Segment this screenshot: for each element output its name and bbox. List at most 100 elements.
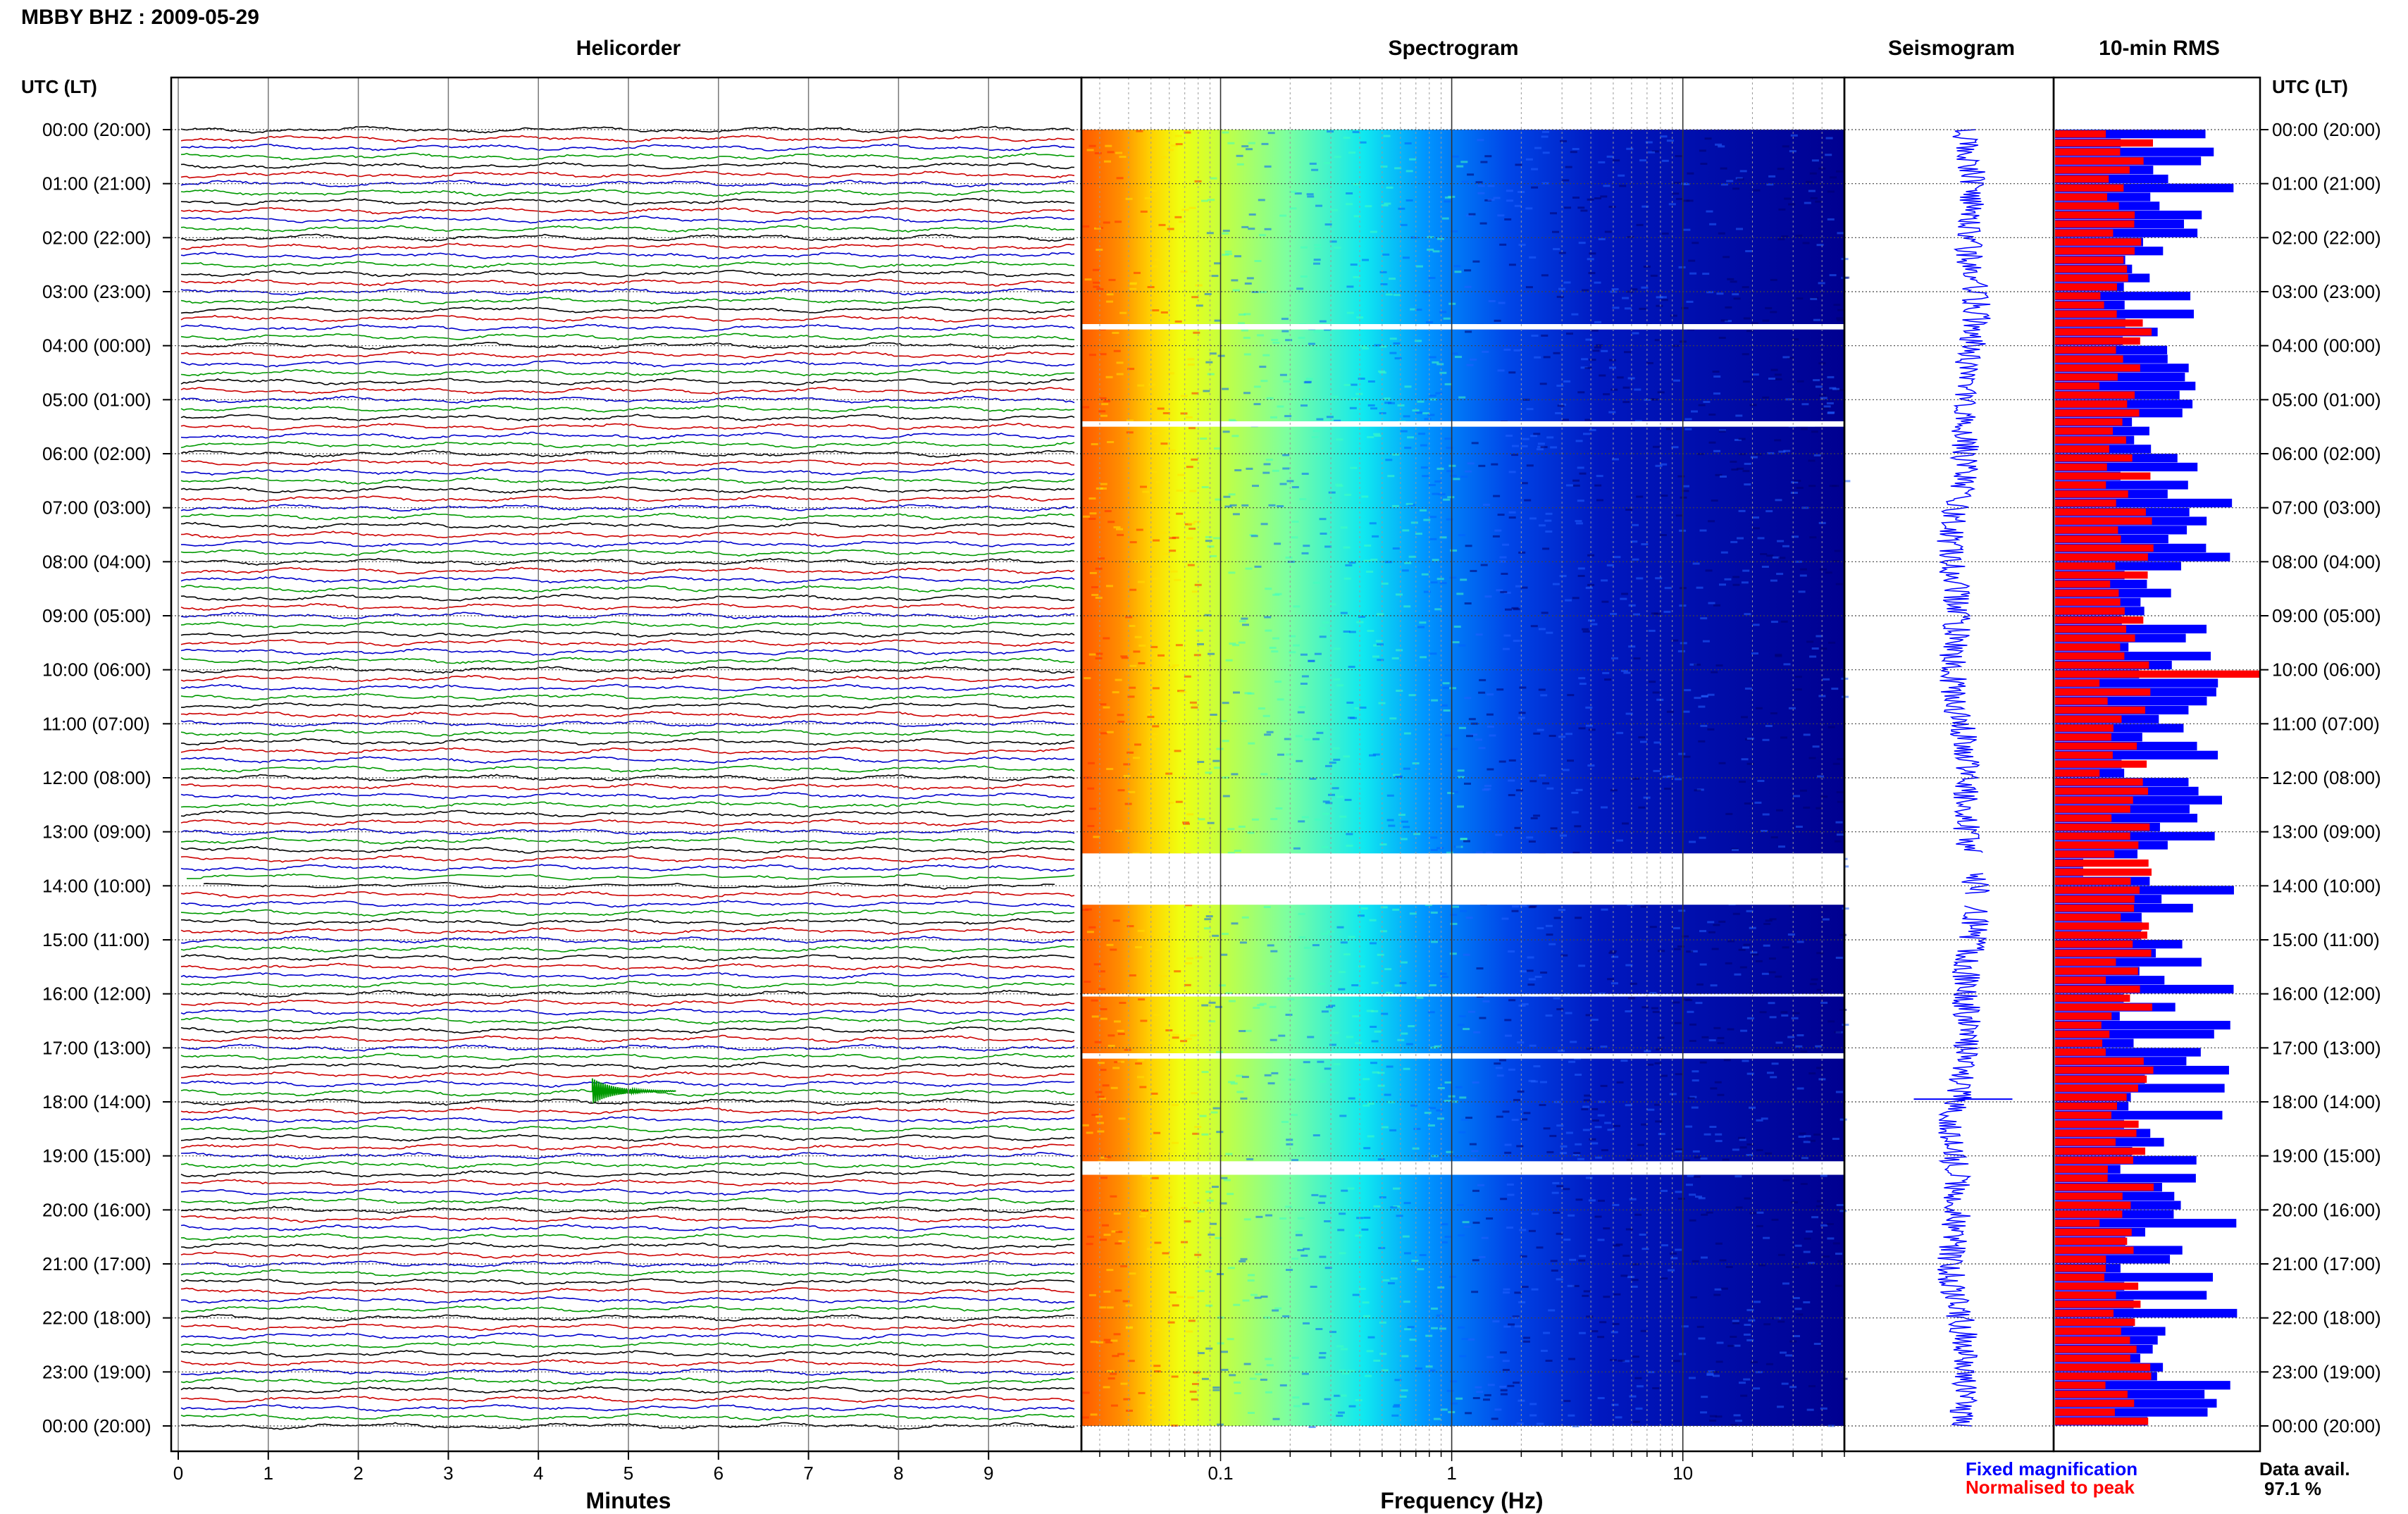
rms-bar-normalised (2055, 1327, 2121, 1335)
rms-bar-normalised (2055, 499, 2116, 507)
rms-bar-normalised (2055, 895, 2135, 903)
rms-bar-normalised (2055, 355, 2123, 363)
rms-bar-normalised (2055, 562, 2116, 570)
helicorder-trace (180, 1034, 1075, 1043)
time-label-left: 07:00 (03:00) (42, 497, 151, 519)
rms-bar-normalised (2055, 967, 2138, 975)
helicorder-trace (180, 135, 1075, 143)
time-label-right: 11:00 (07:00) (2272, 713, 2380, 734)
helicorder-trace (180, 152, 1075, 161)
helicorder-trace (180, 206, 1074, 215)
time-label-left: 11:00 (07:00) (42, 713, 150, 734)
helicorder-x-tick: 1 (263, 1463, 273, 1484)
time-label-left: 10:00 (06:00) (42, 659, 151, 681)
rms-bar-normalised (2055, 860, 2149, 867)
rms-bar-normalised (2055, 688, 2151, 696)
helicorder-trace (180, 1017, 1075, 1025)
time-label-left: 12:00 (08:00) (42, 767, 151, 788)
helicorder-trace (180, 683, 1075, 692)
rms-bar-normalised (2055, 1066, 2154, 1074)
rms-bar-normalised (2055, 616, 2144, 624)
helicorder-trace (180, 972, 1075, 980)
rms-bar-normalised (2055, 661, 2149, 669)
helicorder-trace (180, 999, 1074, 1007)
helicorder-trace (180, 945, 1075, 953)
rms-bar-normalised (2055, 1210, 2123, 1218)
helicorder-trace (180, 585, 1075, 593)
helicorder-trace (181, 540, 1075, 548)
time-label-right: 15:00 (11:00) (2272, 929, 2380, 950)
helicorder-trace (180, 306, 1075, 314)
rms-bar-normalised (2055, 1138, 2116, 1146)
rms-bar-normalised (2055, 337, 2140, 345)
time-label-left: 02:00 (22:00) (42, 227, 151, 248)
rms-bar-normalised (2055, 904, 2135, 912)
helicorder-trace (180, 1134, 1075, 1142)
helicorder-x-tick: 0 (173, 1463, 183, 1484)
helicorder-trace (180, 800, 1075, 809)
rms-bar-normalised (2055, 1103, 2117, 1110)
rms-bar-normalised (2055, 283, 2117, 291)
helicorder-trace (180, 314, 1075, 323)
helicorder-trace (203, 882, 1055, 890)
rms-bar-normalised (2055, 1301, 2141, 1308)
helicorder-trace (180, 260, 1075, 269)
helicorder-trace (180, 1241, 1075, 1250)
helicorder-trace (180, 926, 1075, 935)
helicorder-trace (186, 872, 1075, 881)
helicorder-trace (180, 828, 1075, 836)
rms-bar-normalised (2055, 1282, 2139, 1290)
rms-bar-normalised (2055, 769, 2100, 777)
time-label-left: 04:00 (00:00) (42, 335, 151, 356)
time-label-right: 02:00 (22:00) (2272, 227, 2381, 248)
helicorder-trace (180, 1314, 1075, 1322)
rms-bar-normalised (2055, 184, 2124, 192)
helicorder-trace (180, 566, 1075, 575)
rms-bar-normalised (2055, 796, 2133, 804)
helicorder-trace (180, 864, 1075, 872)
helicorder-x-tick: 6 (714, 1463, 724, 1484)
rms-bar-normalised (2055, 202, 2119, 210)
utc-header-left: UTC (LT) (21, 76, 97, 97)
rms-bar-normalised (2055, 976, 2106, 984)
time-label-left: 16:00 (12:00) (42, 984, 151, 1005)
helicorder-trace (180, 378, 1075, 386)
helicorder-trace (180, 530, 1075, 539)
helicorder-trace (180, 323, 1075, 332)
helicorder-trace (180, 1107, 1075, 1115)
rms-bar-normalised (2055, 238, 2142, 246)
helicorder-x-tick: 3 (443, 1463, 453, 1484)
rms-bar-normalised (2055, 319, 2143, 327)
helicorder-trace (180, 1341, 1075, 1348)
helicorder-trace (180, 225, 1075, 233)
helicorder-trace (180, 1197, 1075, 1205)
rms-bar-normalised (2055, 931, 2147, 939)
time-label-left: 20:00 (16:00) (42, 1199, 151, 1220)
helicorder-trace (180, 189, 1075, 197)
helicorder-x-axis-title: Minutes (585, 1488, 671, 1513)
helicorder-trace (181, 918, 1074, 926)
helicorder-x-tick: 2 (353, 1463, 363, 1484)
helicorder-trace (180, 593, 1075, 602)
rms-bar-normalised (2055, 1120, 2139, 1128)
time-label-left: 05:00 (01:00) (42, 389, 151, 410)
rms-bar-normalised (2055, 292, 2101, 300)
helicorder-trace (180, 657, 1075, 664)
rms-bar-normalised (2055, 868, 2152, 876)
spectrogram-x-axis-title: Frequency (Hz) (1380, 1488, 1544, 1513)
helicorder-trace (180, 1115, 1075, 1124)
seismogram-frame (1843, 76, 2055, 1453)
rms-bar-normalised (2055, 706, 2145, 714)
rms-bar-normalised (2055, 391, 2135, 399)
time-label-right: 13:00 (09:00) (2272, 821, 2381, 843)
helicorder-trace (180, 512, 1075, 521)
seismogram-title: Seismogram (1887, 37, 2016, 60)
rms-bar-normalised (2055, 913, 2121, 921)
time-label-left: 13:00 (09:00) (42, 821, 151, 843)
helicorder-trace (180, 791, 1075, 800)
rms-bar-normalised (2055, 1111, 2111, 1119)
helicorder-trace (180, 1296, 1075, 1304)
time-label-left: 03:00 (23:00) (42, 281, 151, 302)
helicorder-trace (180, 809, 1075, 818)
helicorder-trace (180, 1367, 1075, 1376)
